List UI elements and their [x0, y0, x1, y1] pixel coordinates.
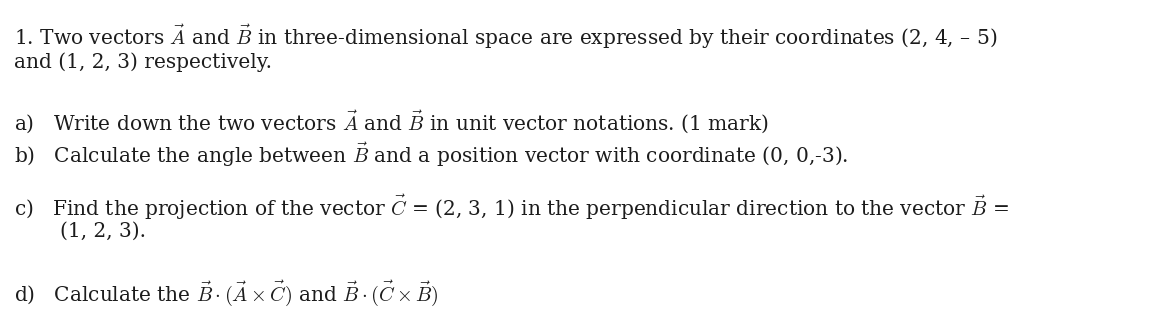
- Text: d)   Calculate the $\vec{B}\cdot(\vec{A}\times\vec{C})$ and $\vec{B}\cdot(\vec{C: d) Calculate the $\vec{B}\cdot(\vec{A}\t…: [14, 278, 439, 308]
- Text: c)   Find the projection of the vector $\vec{C}$ = (2, 3, 1) in the perpendicula: c) Find the projection of the vector $\v…: [14, 192, 1009, 221]
- Text: (1, 2, 3).: (1, 2, 3).: [60, 222, 146, 241]
- Text: and (1, 2, 3) respectively.: and (1, 2, 3) respectively.: [14, 52, 272, 72]
- Text: b)   Calculate the angle between $\vec{B}$ and a position vector with coordinate: b) Calculate the angle between $\vec{B}$…: [14, 140, 848, 169]
- Text: a)   Write down the two vectors $\vec{A}$ and $\vec{B}$ in unit vector notations: a) Write down the two vectors $\vec{A}$ …: [14, 108, 768, 135]
- Text: 1. Two vectors $\vec{A}$ and $\vec{B}$ in three-dimensional space are expressed : 1. Two vectors $\vec{A}$ and $\vec{B}$ i…: [14, 22, 998, 51]
